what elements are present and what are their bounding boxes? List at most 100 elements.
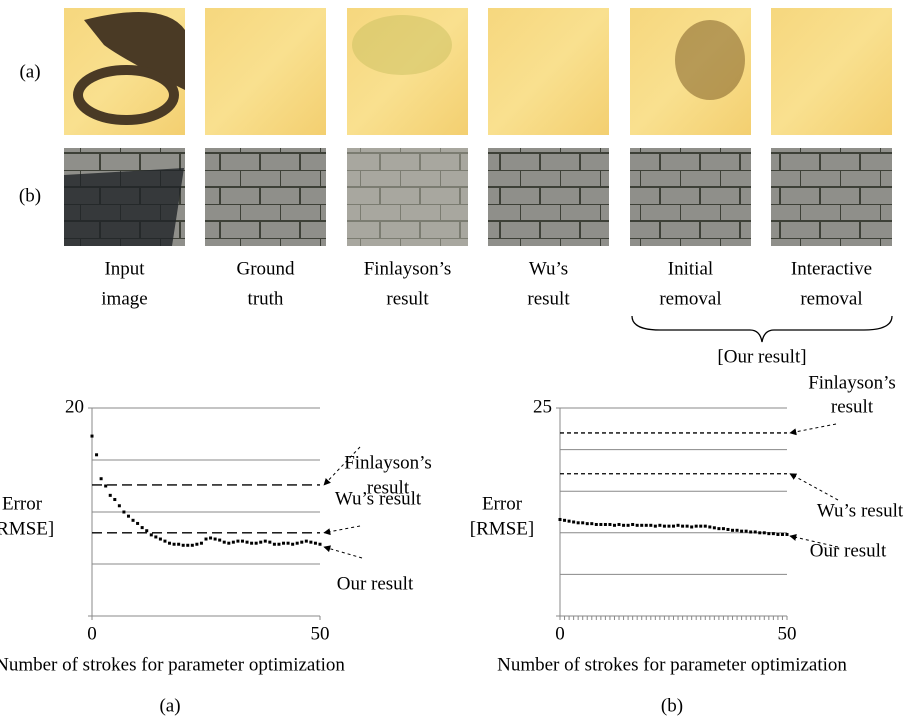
point	[731, 529, 734, 532]
y-axis-label: Error	[482, 493, 523, 514]
column-label: removal	[659, 288, 721, 309]
photo-grid: InputimageGroundtruthFinlayson’sresultWu…	[19, 8, 892, 367]
point	[214, 538, 217, 541]
point	[736, 529, 739, 532]
y-axis-label: Error	[2, 493, 43, 514]
residue	[352, 15, 452, 75]
point	[264, 540, 267, 543]
point	[150, 533, 153, 536]
point	[717, 527, 720, 530]
point	[209, 537, 212, 540]
x-tick-label: 50	[311, 623, 330, 644]
point	[305, 540, 308, 543]
point	[163, 540, 166, 543]
point	[640, 524, 643, 527]
point	[122, 511, 125, 514]
point	[205, 538, 208, 541]
point	[200, 542, 203, 545]
point	[636, 524, 639, 527]
row-label: (b)	[19, 185, 41, 206]
point	[223, 541, 226, 544]
annotation-arrow	[790, 424, 836, 433]
column-label: Finlayson’s	[364, 258, 452, 279]
point	[786, 533, 789, 536]
point	[618, 523, 621, 526]
point	[118, 504, 121, 507]
point	[704, 525, 707, 528]
point	[613, 524, 616, 527]
point	[586, 522, 589, 525]
brace	[632, 316, 892, 342]
point	[319, 543, 322, 546]
photo	[205, 148, 326, 246]
point	[631, 523, 634, 526]
point	[173, 543, 176, 546]
column-label: truth	[248, 288, 284, 309]
point	[677, 524, 680, 527]
x-axis-label: Number of strokes for parameter optimiza…	[0, 654, 345, 675]
point	[754, 530, 757, 533]
point	[282, 542, 285, 545]
point	[132, 519, 135, 522]
point	[658, 524, 661, 527]
point	[667, 525, 670, 528]
point	[645, 524, 648, 527]
point	[218, 539, 221, 542]
shadow	[64, 168, 184, 246]
row-label: (a)	[19, 61, 40, 82]
column-label: image	[101, 288, 147, 309]
point	[649, 524, 652, 527]
point	[314, 542, 317, 545]
x-axis-label: Number of strokes for parameter optimiza…	[497, 654, 847, 675]
point	[622, 524, 625, 527]
point	[309, 541, 312, 544]
x-tick-label: 50	[778, 623, 797, 644]
point	[236, 540, 239, 543]
photo	[771, 148, 892, 246]
point	[113, 498, 116, 501]
y-tick-label: 25	[533, 396, 552, 417]
point	[191, 544, 194, 547]
point	[740, 530, 743, 533]
point	[246, 541, 249, 544]
point	[627, 524, 630, 527]
point	[749, 530, 752, 533]
point	[100, 477, 103, 480]
point	[104, 485, 107, 488]
point	[713, 526, 716, 529]
point	[127, 515, 130, 518]
annotation: Wu’s result	[817, 500, 904, 521]
point	[699, 525, 702, 528]
point	[690, 525, 693, 528]
point	[186, 544, 189, 547]
annotation: Our result	[337, 573, 414, 594]
point	[154, 535, 157, 538]
point	[695, 525, 698, 528]
point	[300, 541, 303, 544]
point	[681, 525, 684, 528]
column-label: removal	[800, 288, 862, 309]
point	[141, 526, 144, 529]
point	[177, 543, 180, 546]
point	[195, 543, 198, 546]
column-label: result	[527, 288, 570, 309]
point	[599, 523, 602, 526]
point	[608, 523, 611, 526]
caption: (a)	[159, 695, 180, 716]
point	[563, 519, 566, 522]
annotation: Wu’s result	[335, 488, 422, 509]
point	[277, 543, 280, 546]
caption: (b)	[661, 695, 683, 716]
point	[577, 521, 580, 524]
point	[568, 520, 571, 523]
point	[776, 533, 779, 536]
point	[250, 542, 253, 545]
point	[590, 522, 593, 525]
point	[559, 518, 562, 521]
point	[763, 531, 766, 534]
photo	[488, 8, 609, 135]
annotation: Finlayson’s	[808, 372, 896, 393]
column-label: result	[386, 288, 429, 309]
annotation-arrow	[324, 526, 360, 533]
